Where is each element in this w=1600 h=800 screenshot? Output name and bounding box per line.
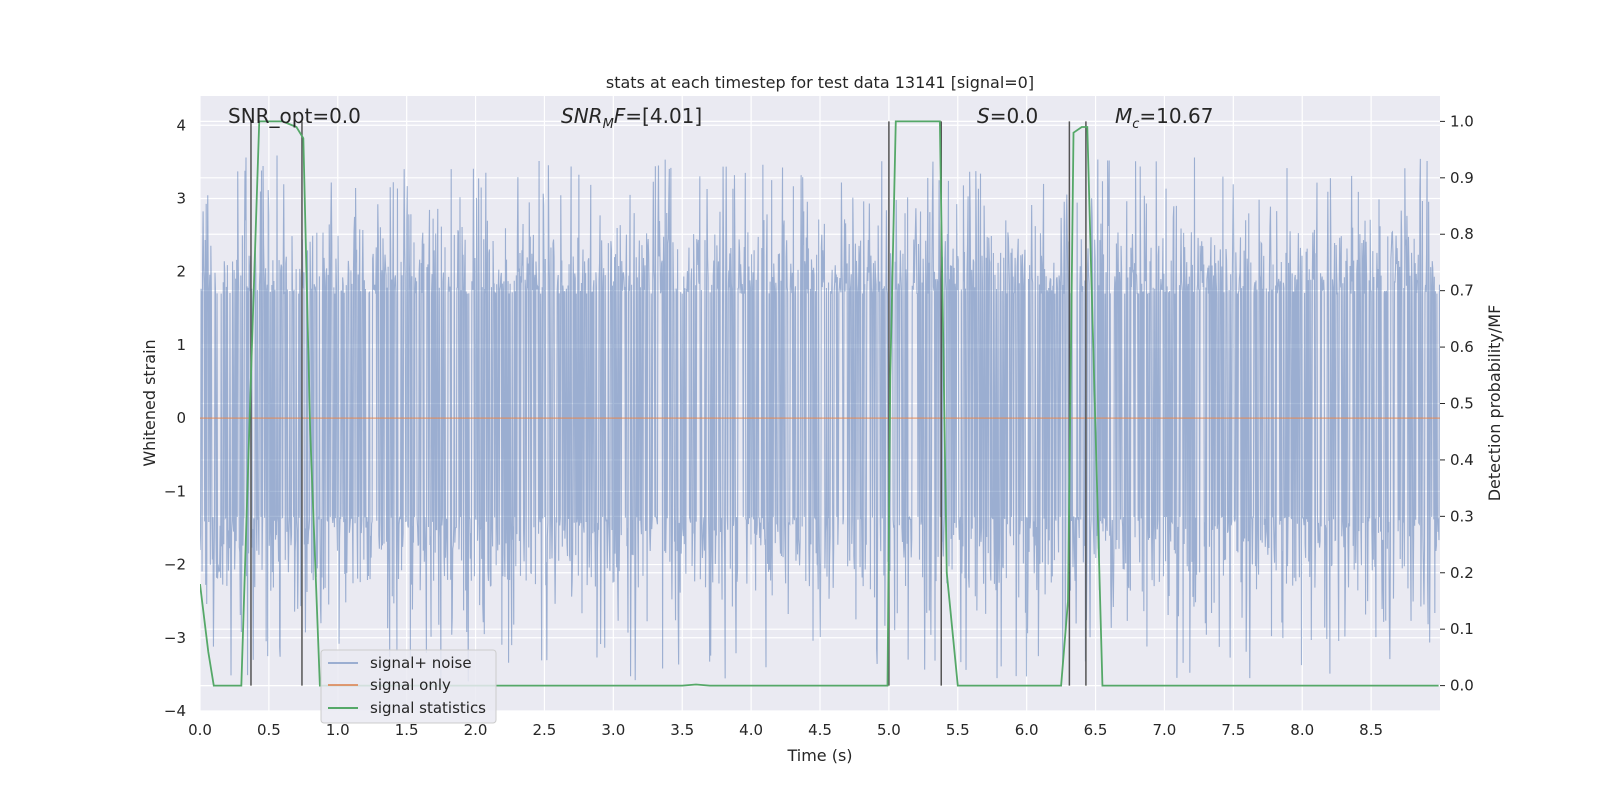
x-tick-label: 7.5	[1221, 721, 1245, 739]
y-left-tick-label: 2	[176, 263, 186, 281]
annotation-snr-mf: SNRMF=[4.01]	[561, 104, 702, 132]
y-right-tick-label: 0.9	[1450, 169, 1474, 187]
y-left-tick-label: −1	[164, 482, 186, 500]
y-axis-right-ticks: 1.0 0.9 0.8 0.7 0.6 0.5 0.4 0.3 0.2 0.1 0.0	[1440, 112, 1474, 695]
legend-box	[320, 649, 497, 724]
y-right-tick-label: 0.1	[1450, 620, 1474, 638]
y-left-tick-label: 3	[176, 190, 186, 208]
x-tick-label: 4.0	[739, 721, 763, 739]
x-axis-label: Time (s)	[786, 746, 852, 765]
x-tick-label: 0.5	[257, 721, 281, 739]
annotations: SNR_opt=0.0 SNRMF=[4.01] S=0.0 Mc=10.67	[228, 104, 1213, 132]
y-right-tick-label: 0.8	[1450, 225, 1474, 243]
annotation-snr-opt: SNR_opt=0.0	[228, 104, 361, 128]
x-tick-label: 1.0	[326, 721, 350, 739]
y-left-tick-label: 4	[176, 116, 186, 134]
x-tick-label: 6.5	[1084, 721, 1108, 739]
y-right-tick-label: 0.6	[1450, 338, 1474, 356]
x-tick-label: 0.0	[188, 721, 212, 739]
y-right-tick-label: 0.7	[1450, 282, 1474, 300]
y-right-tick-label: 0.5	[1450, 395, 1474, 413]
signal-statistics-line	[200, 120, 1439, 687]
legend: signal+ noise signal only signal statist…	[320, 649, 497, 724]
y-left-tick-label: 0	[176, 409, 186, 427]
chart-title: stats at each timestep for test data 131…	[606, 73, 1034, 92]
x-tick-label: 1.5	[395, 721, 419, 739]
x-tick-label: 2.0	[464, 721, 488, 739]
y-left-tick-label: −2	[164, 556, 186, 574]
signal-statistics-series	[200, 120, 1439, 687]
x-tick-label: 7.0	[1153, 721, 1177, 739]
legend-label-statistics: signal statistics	[370, 699, 486, 717]
annotation-s-stat: S=0.0	[977, 104, 1038, 128]
legend-label-signal: signal only	[370, 676, 451, 694]
x-tick-label: 8.0	[1290, 721, 1314, 739]
legend-label-noise: signal+ noise	[370, 654, 472, 672]
y-right-tick-label: 0.3	[1450, 507, 1474, 525]
x-tick-label: 5.0	[877, 721, 901, 739]
y-left-tick-label: 1	[176, 336, 186, 354]
x-tick-label: 6.0	[1015, 721, 1039, 739]
y-axis-right-label: Detection probability/MF	[1485, 305, 1504, 502]
x-tick-label: 2.5	[533, 721, 557, 739]
y-axis-left-ticks: 4 3 2 1 0 −1 −2 −3 −4	[164, 116, 186, 720]
y-axis-left-label: Whitened strain	[140, 339, 159, 466]
annotation-chirp-mass: Mc=10.67	[1115, 104, 1213, 132]
y-right-tick-label: 0.2	[1450, 564, 1474, 582]
x-tick-label: 3.5	[670, 721, 694, 739]
y-right-tick-label: 0.0	[1450, 677, 1474, 695]
signal-plus-noise-line	[200, 155, 1440, 682]
y-left-tick-label: −3	[164, 629, 186, 647]
y-left-tick-label: −4	[164, 702, 186, 720]
x-tick-label: 8.5	[1359, 721, 1383, 739]
signal-plus-noise-series	[200, 155, 1440, 682]
x-tick-label: 4.5	[808, 721, 832, 739]
y-right-tick-label: 0.4	[1450, 451, 1474, 469]
x-tick-label: 3.0	[601, 721, 625, 739]
x-tick-label: 5.5	[946, 721, 970, 739]
y-right-tick-label: 1.0	[1450, 112, 1474, 130]
x-axis-ticks: 0.0 0.5 1.0 1.5 2.0 2.5 3.0 3.5 4.0 4.5 5.0 5.5 6.0 6…	[188, 721, 1383, 739]
